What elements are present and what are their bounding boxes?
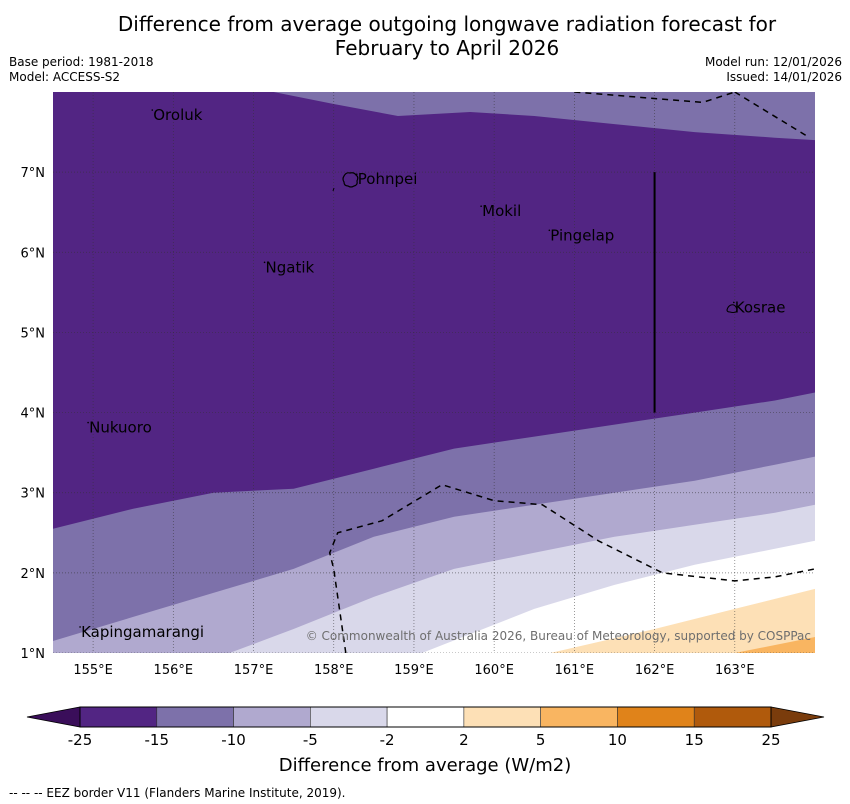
lat-tick-label: 2°N bbox=[21, 567, 46, 582]
graticule bbox=[53, 92, 815, 653]
lon-tick-label: 159°E bbox=[394, 663, 434, 678]
colorbar: -25 -15 -10 -5 -2 2 5 10 15 25 bbox=[26, 706, 825, 749]
colorbar-segment bbox=[156, 706, 234, 728]
lat-tick-label: 7°N bbox=[21, 166, 46, 181]
colorbar-tick-label: -5 bbox=[303, 731, 318, 749]
colorbar-tick-label: 10 bbox=[608, 731, 627, 749]
place-marker bbox=[87, 421, 89, 424]
issued-date: Issued: 14/01/2026 bbox=[726, 70, 842, 84]
copyright-notice: © Commonwealth of Australia 2026, Bureau… bbox=[306, 629, 811, 643]
eez-border-line bbox=[328, 483, 815, 653]
colorbar-over-extension bbox=[770, 706, 825, 728]
band--25to-15 bbox=[53, 92, 815, 653]
model-run-date: Model run: 12/01/2026 bbox=[704, 55, 842, 69]
pohnpei-island-outline bbox=[342, 172, 359, 188]
place-label: Pingelap bbox=[550, 226, 614, 244]
lat-tick-label: 6°N bbox=[21, 246, 46, 261]
colorbar-under-extension bbox=[26, 706, 81, 728]
eez-borders bbox=[328, 92, 815, 653]
colorbar-tick-label: -25 bbox=[68, 731, 93, 749]
meta-left: Base period: 1981-2018 Model: ACCESS-S2 bbox=[9, 55, 154, 85]
lon-tick-label: 156°E bbox=[154, 663, 194, 678]
colorbar-segment bbox=[386, 706, 465, 728]
pohnpei-islet bbox=[332, 187, 335, 192]
colorbar-segment bbox=[617, 706, 695, 728]
colorbar-segment bbox=[233, 706, 311, 728]
lat-tick-label: 5°N bbox=[21, 326, 46, 341]
place-marker bbox=[732, 301, 735, 304]
lon-tick-label: 160°E bbox=[474, 663, 514, 678]
place-label: Mokil bbox=[482, 202, 521, 220]
meta-right: Model run: 12/01/2026 Issued: 14/01/2026 bbox=[705, 55, 842, 85]
lon-tick-label: 161°E bbox=[555, 663, 595, 678]
colorbar-segment bbox=[693, 706, 772, 728]
lat-tick-label: 1°N bbox=[21, 647, 46, 662]
colorbar-segment bbox=[310, 706, 388, 728]
place-marker bbox=[151, 109, 154, 111]
lon-tick-label: 155°E bbox=[73, 663, 113, 678]
place-marker bbox=[548, 229, 551, 232]
colorbar-frame bbox=[79, 706, 772, 728]
title-line-2: February to April 2026 bbox=[334, 36, 560, 60]
place-marker bbox=[356, 173, 358, 175]
eez-source-note: -- -- -- EEZ border V11 (Flanders Marine… bbox=[9, 786, 346, 800]
map-axes: 155°E 156°E 157°E 158°E 159°E 160°E 161°E 162°E… bbox=[21, 166, 755, 678]
place-labels: Oroluk Pohnpei Mokil Pingelap Ngatik Kosrae Nu… bbox=[79, 106, 785, 641]
colorbar-tick-label: 15 bbox=[685, 731, 704, 749]
colorbar-tick-label: 25 bbox=[761, 731, 780, 749]
eez-border-line bbox=[734, 92, 808, 137]
place-label: Pohnpei bbox=[358, 170, 418, 188]
lon-tick-label: 158°E bbox=[314, 663, 354, 678]
colorbar-tick-label: 2 bbox=[459, 731, 469, 749]
title-line-1: Difference from average outgoing longwav… bbox=[117, 12, 777, 36]
place-label: Kapingamarangi bbox=[81, 623, 204, 641]
lon-tick-label: 163°E bbox=[715, 663, 755, 678]
colorbar-tick-label: -2 bbox=[380, 731, 395, 749]
place-marker bbox=[79, 626, 81, 628]
place-label: Oroluk bbox=[153, 106, 202, 124]
base-period: Base period: 1981-2018 bbox=[9, 55, 154, 69]
colorbar-label: Difference from average (W/m2) bbox=[278, 755, 572, 776]
colorbar-segment bbox=[463, 706, 541, 728]
contour-bands bbox=[53, 92, 815, 653]
island-outlines bbox=[332, 172, 738, 314]
place-marker bbox=[480, 205, 482, 208]
band-north-15to-10 bbox=[273, 92, 815, 141]
model-name: Model: ACCESS-S2 bbox=[9, 70, 121, 84]
place-label: Kosrae bbox=[735, 298, 786, 316]
colorbar-tick-label: -10 bbox=[221, 731, 246, 749]
lat-tick-label: 3°N bbox=[21, 487, 46, 502]
place-marker bbox=[263, 261, 266, 264]
lon-tick-label: 162°E bbox=[635, 663, 675, 678]
lat-tick-label: 4°N bbox=[21, 407, 46, 422]
place-label: Nukuoro bbox=[89, 419, 152, 437]
lon-tick-label: 157°E bbox=[234, 663, 274, 678]
chart-title: Difference from average outgoing longwav… bbox=[0, 12, 850, 60]
colorbar-tick-label: -15 bbox=[145, 731, 170, 749]
colorbar-segment bbox=[79, 706, 158, 728]
kosrae-island-outlin bbox=[726, 304, 738, 314]
colorbar-tick-label: 5 bbox=[536, 731, 546, 749]
colorbar-segment bbox=[540, 706, 618, 728]
place-label: Ngatik bbox=[266, 258, 315, 276]
